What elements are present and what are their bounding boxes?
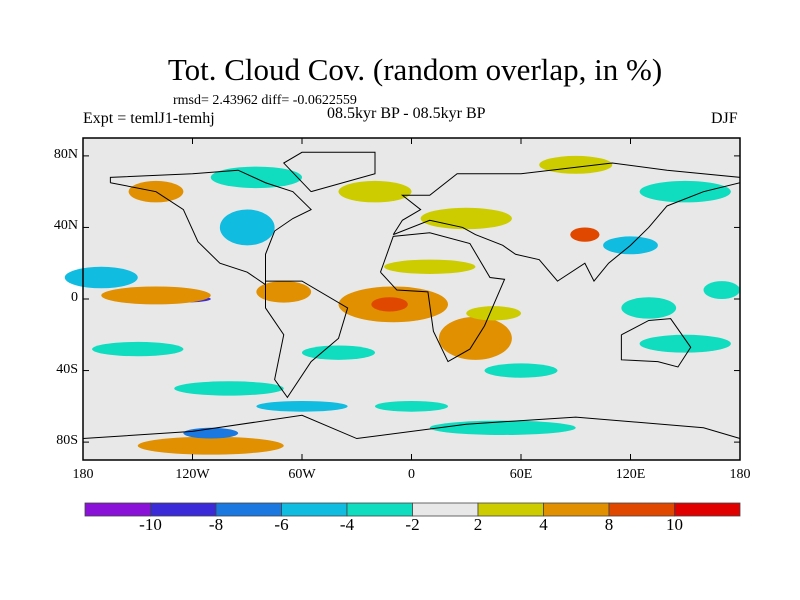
anomaly-contour xyxy=(256,281,312,303)
anomaly-contour xyxy=(174,381,284,396)
anomaly-contour xyxy=(137,436,284,455)
anomaly-contour xyxy=(438,316,512,360)
coastline xyxy=(380,232,506,363)
anomaly-contour xyxy=(639,180,731,203)
coastline xyxy=(265,280,349,399)
lat-tick-label: 0 xyxy=(71,290,78,305)
colorbar-box xyxy=(608,502,675,517)
lon-tick-label: 60E xyxy=(509,467,533,482)
season-label: DJF xyxy=(711,110,738,127)
coastline xyxy=(392,162,741,283)
lon-tick-label: 180 xyxy=(729,467,751,482)
anomaly-contour xyxy=(92,341,184,357)
lon-tick-label: 60W xyxy=(288,467,316,482)
anomaly-contour xyxy=(570,227,600,242)
anomaly-contour xyxy=(621,297,677,319)
colorbar-label: -10 xyxy=(139,515,162,534)
colorbar-box xyxy=(281,502,348,517)
colorbar-box xyxy=(543,502,610,517)
colorbar-label: -8 xyxy=(208,515,224,534)
plot-title: Tot. Cloud Cov. (random overlap, in %) xyxy=(167,52,663,87)
colorbar-label: 4 xyxy=(539,515,548,534)
anomaly-contour xyxy=(420,207,512,230)
period-label: 08.5kyr BP - 08.5kyr BP xyxy=(327,105,486,122)
anomaly-contour xyxy=(484,363,558,378)
colorbar-label: -6 xyxy=(274,515,289,534)
anomaly-contour xyxy=(183,427,239,439)
colorbar-label: -4 xyxy=(339,515,355,534)
lat-tick-label: 80S xyxy=(56,433,78,449)
anomaly-contour xyxy=(210,166,302,189)
experiment-label: Expt = temlJ1-temhj xyxy=(83,110,215,127)
coastline xyxy=(82,414,741,440)
anomaly-contour xyxy=(375,400,448,412)
anomaly-contour xyxy=(302,345,375,360)
coastline xyxy=(109,169,312,286)
coastline xyxy=(282,151,376,193)
anomaly-contour xyxy=(219,209,275,246)
lat-tick-label: 80N xyxy=(53,146,78,162)
lon-tick-label: 120E xyxy=(615,467,646,482)
colorbar-label: 8 xyxy=(604,515,614,534)
lat-tick-label: 40S xyxy=(56,361,78,377)
colorbar-label: 10 xyxy=(666,515,683,534)
anomaly-contour xyxy=(639,334,731,353)
anomaly-contour xyxy=(256,400,348,412)
anomaly-contour xyxy=(466,306,521,321)
colorbar-box xyxy=(412,502,479,517)
anomaly-contour xyxy=(101,286,211,305)
colorbar-box xyxy=(215,502,282,517)
lon-tick-label: 120W xyxy=(175,467,210,482)
lon-tick-label: 0 xyxy=(408,467,415,482)
anomaly-contour xyxy=(384,259,476,274)
coastline xyxy=(620,318,692,368)
colorbar-label: 2 xyxy=(473,515,483,534)
anomaly-contour xyxy=(338,180,412,203)
colorbar-label: -2 xyxy=(405,515,420,534)
anomaly-contour xyxy=(64,266,138,289)
colorbar-box xyxy=(674,502,741,517)
colorbar-box xyxy=(477,502,544,517)
anomaly-contour xyxy=(371,297,408,312)
anomaly-contour xyxy=(703,281,740,300)
lon-tick-label: 180 xyxy=(72,467,94,482)
rmsd-diff-text: rmsd= 2.43962 diff= -0.0622559 xyxy=(173,93,357,108)
anomaly-contour xyxy=(429,420,576,435)
colorbar-box xyxy=(346,502,413,517)
lat-tick-label: 40N xyxy=(53,218,78,234)
